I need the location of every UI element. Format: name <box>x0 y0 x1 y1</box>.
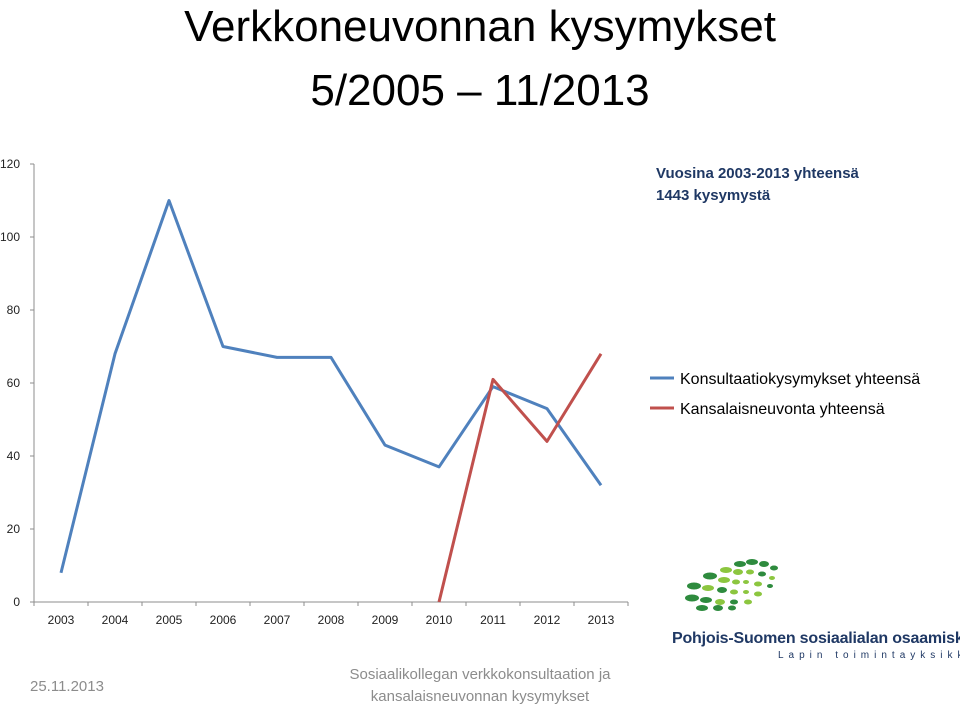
logo-dot <box>730 589 738 595</box>
logo-dot <box>759 561 769 567</box>
logo-dot <box>700 597 712 603</box>
logo-dot <box>715 599 725 605</box>
logo-dot <box>754 591 762 597</box>
legend-label: Kansalaisneuvonta yhteensä <box>680 401 885 418</box>
logo-dot <box>728 605 736 611</box>
logo-dot <box>732 579 740 585</box>
x-tick-label: 2005 <box>156 613 183 627</box>
x-tick-label: 2012 <box>534 613 561 627</box>
logo-dot <box>703 572 717 580</box>
logo-dot <box>743 580 749 584</box>
total-note-line1: Vuosina 2003-2013 yhteensä <box>656 165 859 182</box>
chart-axes <box>33 164 628 603</box>
footer-center: Sosiaalikollegan verkkokonsultaation ja … <box>300 664 660 708</box>
footer-center-line1: Sosiaalikollegan verkkokonsultaation ja <box>349 666 611 683</box>
logo-dot <box>730 599 738 605</box>
x-tick-label: 2003 <box>48 613 75 627</box>
logo-dot <box>717 587 727 593</box>
x-tick-label: 2010 <box>426 613 453 627</box>
x-tick-label: 2013 <box>588 613 615 627</box>
logo-dot <box>754 581 762 587</box>
y-tick-label: 80 <box>7 303 21 317</box>
series-line-2 <box>437 353 603 603</box>
logo-dot <box>733 569 743 575</box>
x-tick-label: 2006 <box>210 613 237 627</box>
chart-series <box>59 199 603 603</box>
logo-dot <box>770 565 778 571</box>
logo-dot <box>720 567 732 573</box>
logo-dots-icon <box>685 559 778 611</box>
logo-dot <box>713 605 723 611</box>
logo-dot <box>744 599 752 605</box>
footer-center-line2: kansalaisneuvonnan kysymykset <box>370 688 590 705</box>
logo-name: Pohjois-Suomen sosiaalialan osaamiskesku… <box>672 630 960 647</box>
slide-subtitle: 5/2005 – 11/2013 <box>310 66 650 115</box>
logo-dot <box>685 594 699 602</box>
total-note: Vuosina 2003-2013 yhteensä 1443 kysymyst… <box>656 163 956 207</box>
x-tick-label: 2009 <box>372 613 399 627</box>
logo-dot <box>767 584 773 588</box>
logo-dot <box>746 559 758 565</box>
logo-dot <box>702 585 714 591</box>
chart-legend: Konsultaatiokysymykset yhteensä Kansalais… <box>650 371 920 418</box>
y-tick-label: 20 <box>7 522 21 536</box>
x-tick-label: 2011 <box>480 613 506 627</box>
logo-dot <box>696 605 708 611</box>
total-note-line2: 1443 kysymystä <box>656 187 771 204</box>
slide-title: Verkkoneuvonnan kysymykset <box>184 2 776 51</box>
logo-dot <box>734 561 746 567</box>
logo-dot <box>746 569 754 575</box>
logo-dots-group <box>685 559 778 611</box>
y-tick-label: 40 <box>7 449 21 463</box>
x-tick-label: 2008 <box>318 613 345 627</box>
x-tick-label: 2004 <box>102 613 129 627</box>
y-tick-label: 100 <box>0 230 20 244</box>
y-tick-label: 60 <box>7 376 21 390</box>
series-line-1 <box>59 199 603 574</box>
logo-dot <box>758 571 766 577</box>
y-tick-label: 120 <box>0 157 20 171</box>
x-axis-ticks: 2003 2004 2005 2006 2007 2008 2009 2010 2011 2012… <box>33 602 629 627</box>
footer-date: 25.11.2013 <box>30 678 104 695</box>
logo-subtitle: Lapin toimintayksikkö <box>778 650 960 661</box>
y-axis-ticks: 0 20 40 60 80 100 120 <box>0 157 34 609</box>
legend-label: Konsultaatiokysymykset yhteensä <box>680 371 920 388</box>
x-tick-label: 2007 <box>264 613 291 627</box>
logo-dot <box>769 576 775 580</box>
logo-dot <box>687 582 701 590</box>
logo-dot <box>718 577 730 583</box>
logo-dot <box>743 590 749 594</box>
y-tick-label: 0 <box>13 595 20 609</box>
